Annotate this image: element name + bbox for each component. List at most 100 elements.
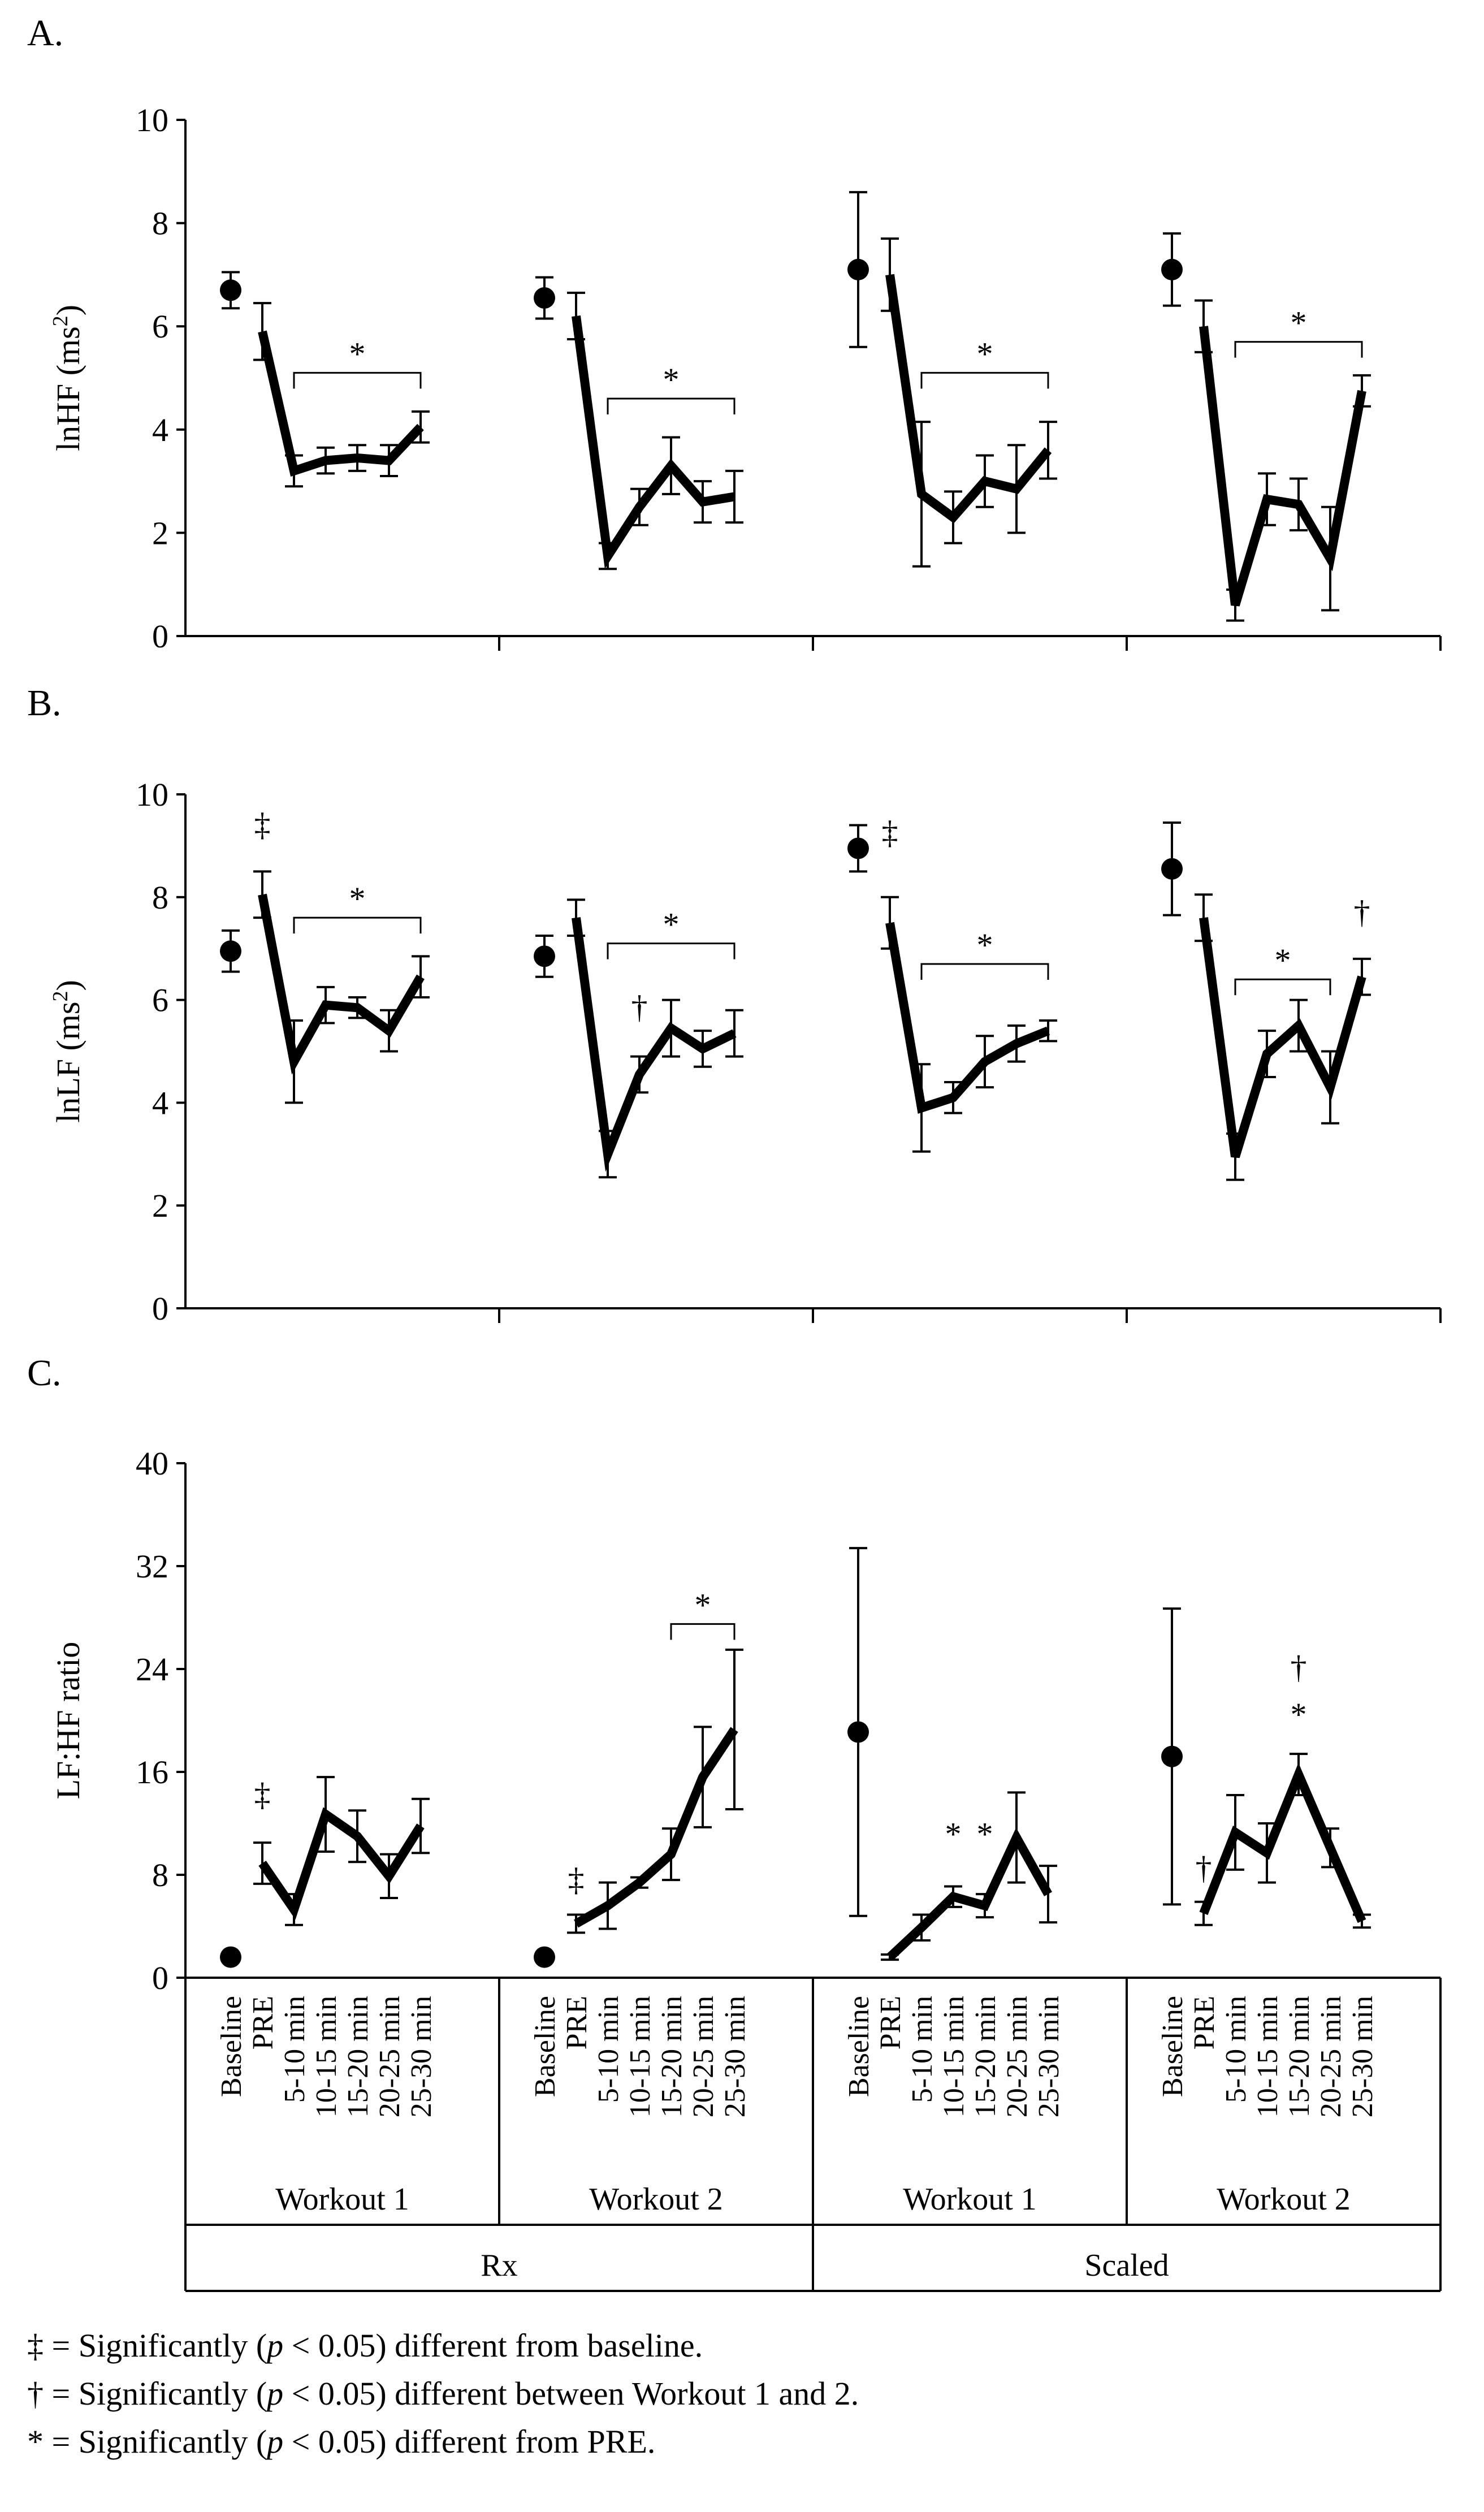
significance-asterisk: * <box>977 927 993 963</box>
baseline-point <box>1161 858 1183 880</box>
significance-symbol: ‡ <box>568 1861 585 1897</box>
x-category-label: 20-25 min <box>374 1996 406 2117</box>
significance-bracket <box>293 371 422 389</box>
x-category-label: Baseline <box>843 1996 875 2097</box>
condition-label: Rx <box>481 2248 517 2283</box>
x-category-label: PRE <box>1188 1996 1221 2050</box>
y-tick-label: 32 <box>136 1548 168 1585</box>
panel-label: B. <box>27 682 62 724</box>
y-tick-label: 6 <box>152 982 168 1019</box>
y-tick-label: 8 <box>152 205 168 242</box>
significance-symbol: * <box>977 1816 993 1853</box>
y-tick-label: 10 <box>136 776 168 813</box>
x-category-label: 5-10 min <box>592 1996 625 2103</box>
significance-symbol: † <box>1291 1649 1307 1685</box>
y-tick-label: 0 <box>152 1960 168 1996</box>
baseline-point <box>847 258 869 280</box>
x-category-label: 10-15 min <box>1252 1996 1284 2117</box>
series-line <box>574 1727 738 1928</box>
legend-asterisk: * = Significantly (p < 0.05) different f… <box>27 2423 656 2460</box>
x-category-label: 25-30 min <box>1033 1996 1065 2117</box>
baseline-point <box>220 940 241 962</box>
significance-bracket <box>920 963 1049 980</box>
y-tick-label: 10 <box>136 102 168 139</box>
y-tick-label: 8 <box>152 879 168 916</box>
significance-bracket <box>670 1623 735 1640</box>
series-line <box>885 922 1050 1114</box>
x-category-label: Baseline <box>1157 1996 1189 2097</box>
significance-bracket <box>1234 341 1363 358</box>
significance-bracket <box>1234 978 1331 996</box>
x-category-label: 20-25 min <box>1315 1996 1347 2117</box>
x-category-label: 15-20 min <box>342 1996 374 2117</box>
significance-symbol: ‡ <box>882 814 898 850</box>
y-tick-label: 0 <box>152 1290 168 1327</box>
y-tick-label: 8 <box>152 1857 168 1893</box>
baseline-point <box>220 279 241 301</box>
x-category-label: 5-10 min <box>1220 1996 1252 2103</box>
significance-bracket <box>293 916 422 934</box>
y-axis-label: LF:HF ratio <box>50 1642 86 1800</box>
y-tick-label: 6 <box>152 308 168 345</box>
y-tick-label: 4 <box>152 412 168 448</box>
panel-label: C. <box>27 1352 62 1394</box>
significance-symbol: * <box>1291 1696 1307 1733</box>
x-category-label: 25-30 min <box>719 1996 751 2117</box>
significance-asterisk: * <box>663 361 680 398</box>
y-tick-label: 24 <box>136 1651 168 1688</box>
x-category-label: 15-20 min <box>1283 1996 1316 2117</box>
significance-bracket <box>920 371 1049 389</box>
series-line <box>258 893 425 1075</box>
x-category-label: 10-15 min <box>938 1996 970 2117</box>
y-tick-label: 40 <box>136 1445 168 1482</box>
significance-asterisk: * <box>349 880 366 917</box>
significance-symbol: ‡ <box>254 1776 271 1813</box>
series-line <box>258 1807 425 1920</box>
significance-asterisk: * <box>1291 305 1307 341</box>
legend-dagger: † = Significantly (p < 0.05) different b… <box>27 2375 859 2412</box>
baseline-point <box>220 1946 241 1968</box>
significance-symbol: † <box>1354 893 1370 930</box>
x-category-label: 5-10 min <box>279 1996 311 2103</box>
series-line <box>572 315 735 569</box>
panel-label: A. <box>27 12 63 54</box>
significance-bracket <box>607 942 735 959</box>
x-category-label: 5-10 min <box>906 1996 938 2103</box>
y-tick-label: 2 <box>152 514 168 551</box>
x-category-label: PRE <box>561 1996 593 2050</box>
significance-bracket <box>607 397 735 415</box>
x-category-label: 20-25 min <box>1001 1996 1033 2117</box>
x-category-label: 15-20 min <box>656 1996 688 2117</box>
significance-asterisk: * <box>1275 942 1291 979</box>
x-category-label: 15-20 min <box>970 1996 1002 2117</box>
significance-asterisk: * <box>695 1586 711 1623</box>
y-tick-label: 0 <box>152 618 168 655</box>
condition-label: Scaled <box>1084 2248 1169 2283</box>
y-axis-label: lnHF (ms2) <box>49 305 86 451</box>
workout-label: Workout 1 <box>903 2182 1037 2217</box>
x-category-label: PRE <box>247 1996 279 2050</box>
baseline-point <box>534 1946 555 1968</box>
x-category-label: Baseline <box>529 1996 561 2097</box>
baseline-point <box>847 837 869 859</box>
x-category-label: PRE <box>875 1996 907 2050</box>
baseline-point <box>847 1721 869 1743</box>
x-category-label: 25-30 min <box>1347 1996 1379 2117</box>
significance-asterisk: * <box>977 335 993 372</box>
significance-symbol: † <box>631 988 648 1025</box>
workout-label: Workout 1 <box>275 2182 409 2217</box>
legend-double-dagger: ‡ = Significantly (p < 0.05) different f… <box>27 2327 703 2364</box>
baseline-point <box>1161 258 1183 280</box>
series-line <box>1199 1762 1366 1923</box>
series-line <box>886 1827 1052 1961</box>
x-category-label: 25-30 min <box>405 1996 438 2117</box>
x-category-label: 10-15 min <box>624 1996 656 2117</box>
significance-asterisk: * <box>349 335 366 372</box>
workout-label: Workout 2 <box>589 2182 723 2217</box>
significance-symbol: ‡ <box>254 806 271 843</box>
baseline-point <box>534 287 555 309</box>
series-line <box>885 274 1052 524</box>
series-line <box>1199 326 1366 607</box>
baseline-point <box>534 945 555 967</box>
